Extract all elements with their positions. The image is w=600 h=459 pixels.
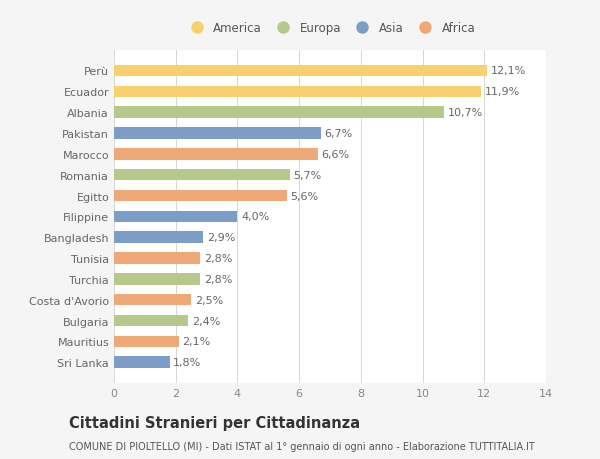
Bar (114, 107, 444, 118)
Text: 6,6%: 6,6% (322, 150, 349, 159)
Bar (114, 128, 321, 140)
Bar (114, 232, 203, 243)
Bar (114, 86, 481, 98)
Bar (114, 294, 191, 306)
Bar (114, 274, 200, 285)
Text: 5,7%: 5,7% (293, 170, 322, 180)
Bar (114, 253, 200, 264)
Text: COMUNE DI PIOLTELLO (MI) - Dati ISTAT al 1° gennaio di ogni anno - Elaborazione : COMUNE DI PIOLTELLO (MI) - Dati ISTAT al… (69, 441, 535, 451)
Text: 2,5%: 2,5% (195, 295, 223, 305)
Text: 2,9%: 2,9% (207, 233, 236, 243)
Bar (114, 357, 170, 368)
Bar (114, 315, 188, 326)
Text: Cittadini Stranieri per Cittadinanza: Cittadini Stranieri per Cittadinanza (69, 415, 360, 431)
Text: 6,7%: 6,7% (325, 129, 353, 139)
Text: 2,8%: 2,8% (204, 274, 232, 284)
Text: 11,9%: 11,9% (485, 87, 520, 97)
Text: 10,7%: 10,7% (448, 108, 483, 118)
Bar (114, 149, 317, 160)
Text: 2,4%: 2,4% (192, 316, 220, 326)
Bar (114, 190, 287, 202)
Text: 12,1%: 12,1% (491, 67, 526, 76)
Bar (114, 211, 238, 223)
Bar (114, 66, 487, 77)
Bar (114, 169, 290, 181)
Text: 1,8%: 1,8% (173, 358, 202, 367)
Text: 4,0%: 4,0% (241, 212, 269, 222)
Text: 5,6%: 5,6% (290, 191, 319, 201)
Legend: America, Europa, Asia, Africa: America, Europa, Asia, Africa (182, 20, 478, 38)
Text: 2,1%: 2,1% (182, 336, 211, 347)
Text: 2,8%: 2,8% (204, 253, 232, 263)
Bar (114, 336, 179, 347)
